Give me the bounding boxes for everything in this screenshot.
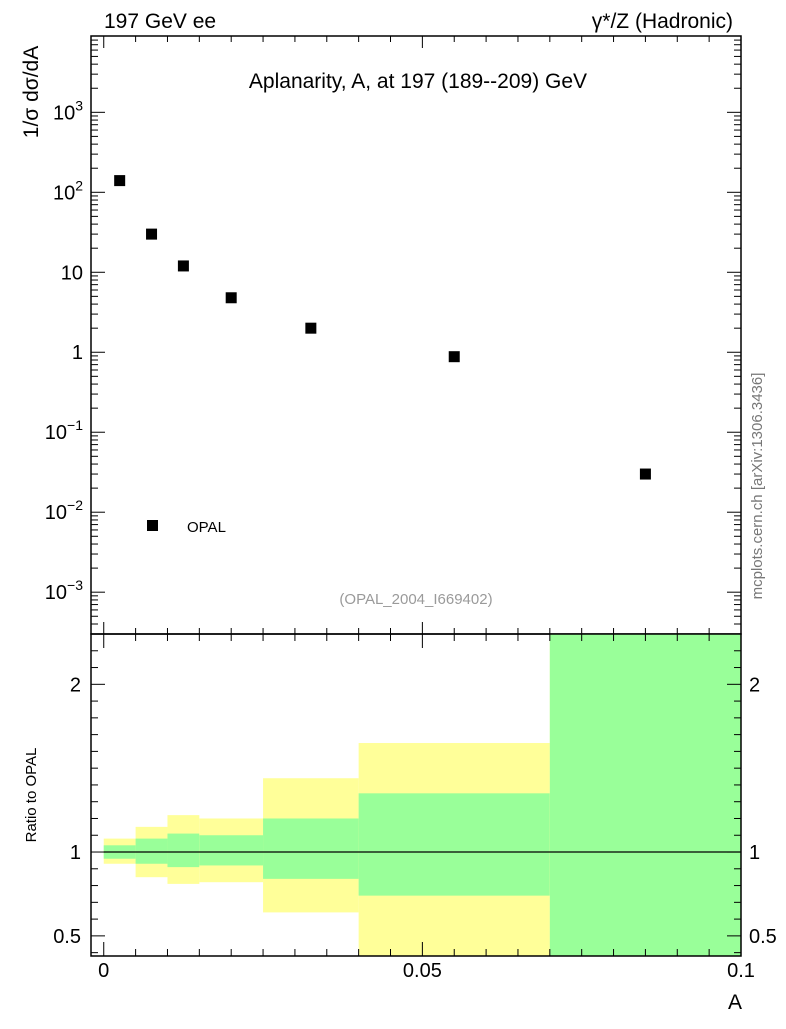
data-point	[448, 351, 460, 363]
legend-label: OPAL	[187, 519, 226, 536]
ratio-y-tick-label-right: 2	[749, 674, 760, 696]
header-left-label: 197 GeV ee	[104, 10, 216, 33]
main-tick-layer: 10−3 10−2 10−1 1 10 102 103	[45, 35, 742, 635]
data-point	[225, 292, 237, 304]
ratio-y-tick-label-left: 2	[70, 674, 81, 696]
main-y-tick-label: 103	[53, 97, 83, 124]
watermark: mcplots.cern.ch [arXiv:1306.3436]	[749, 373, 766, 600]
analysis-id-label: (OPAL_2004_I669402)	[339, 591, 492, 608]
main-y-tick-label: 10	[61, 262, 83, 284]
main-y-tick-label: 10−2	[45, 497, 83, 524]
ratio-y-tick-label-left: 1	[70, 842, 81, 864]
main-y-axis-label: 1/σ dσ/dA	[20, 46, 43, 138]
data-point	[305, 322, 317, 334]
main-y-tick-label: 102	[53, 177, 83, 204]
ratio-y-tick-label-right: 1	[749, 842, 760, 864]
main-y-tick-label: 1	[72, 342, 83, 364]
main-y-tick-label: 10−1	[45, 417, 83, 444]
ratio-frame	[90, 633, 742, 957]
ratio-y-axis-label: Ratio to OPAL	[23, 748, 40, 843]
legend-marker	[147, 520, 158, 531]
x-axis-label: A	[728, 991, 742, 1014]
header-right-label: γ*/Z (Hadronic)	[592, 10, 733, 33]
x-tick-label: 0.05	[403, 960, 442, 982]
main-title: Aplanarity, A, at 197 (189--209) GeV	[249, 70, 587, 93]
ratio-tick-layer: 0 0.05 0.1 0.5 0.5 1 1 2 2	[53, 634, 777, 982]
x-tick-label: 0.1	[727, 960, 755, 982]
data-point	[639, 468, 651, 480]
ratio-inner-band	[135, 838, 168, 864]
ratio-panel: 0 0.05 0.1 0.5 0.5 1 1 2 2 Ratio to OPAL A	[23, 633, 777, 1014]
ratio-inner-band	[199, 835, 264, 866]
ratio-y-tick-label-right: 0.5	[749, 926, 777, 948]
main-series-layer	[114, 175, 651, 480]
data-point	[114, 175, 126, 187]
ratio-band-layer	[103, 634, 741, 956]
ratio-inner-band	[358, 793, 550, 896]
ratio-inner-band	[549, 634, 741, 956]
data-point	[177, 260, 189, 272]
legend: OPAL	[147, 519, 226, 536]
main-y-tick-label: 10−3	[45, 577, 83, 604]
ratio-y-tick-label-left: 0.5	[53, 926, 81, 948]
ratio-inner-band	[167, 833, 200, 868]
data-point	[146, 228, 158, 240]
main-panel: 10−3 10−2 10−1 1 10 102 103 Aplanarity, A, at …	[20, 35, 742, 635]
x-tick-label: 0	[98, 960, 109, 982]
ratio-inner-band	[263, 818, 359, 879]
